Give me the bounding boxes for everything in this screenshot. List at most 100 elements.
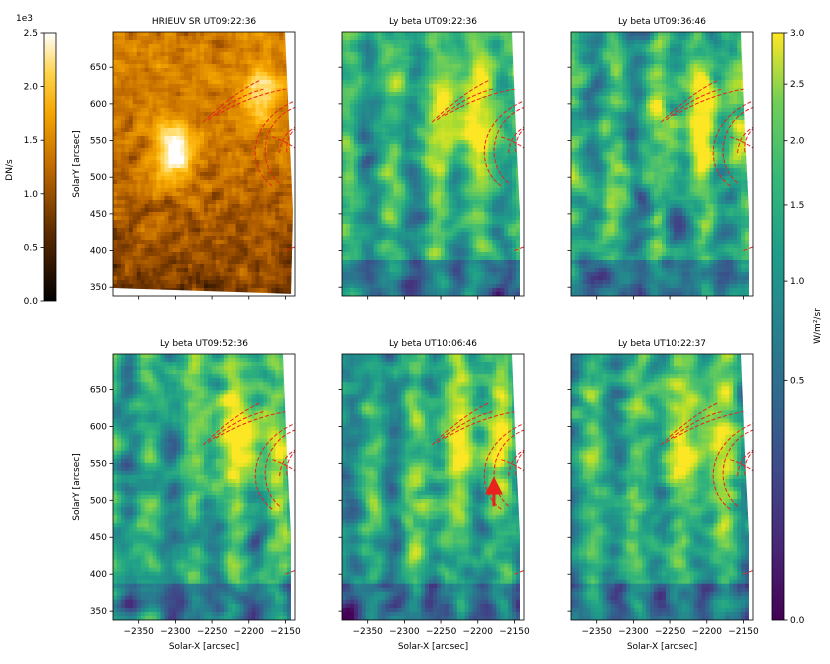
x-tick-label: −2200 <box>692 627 723 637</box>
plot-frame <box>341 31 525 297</box>
y-tick-label: 400 <box>90 247 107 257</box>
x-tick-label: −2200 <box>463 627 494 637</box>
loop-line <box>215 88 286 117</box>
panel-5: Ly beta UT10:06:46 −2350 −2300 −2250 −2200 −2… <box>338 339 530 652</box>
panel-4: Ly beta UT09:52:36 −2350 −2300 −2250 −2200 −2… <box>72 339 301 652</box>
loop-line <box>722 107 753 184</box>
loop-line <box>431 79 490 123</box>
y-tick-label: 650 <box>90 385 107 395</box>
x-tick-label: −2300 <box>618 627 649 637</box>
colorbar-tick-label: 2.5 <box>24 29 38 39</box>
loop-line <box>483 423 524 510</box>
colorbar-label: W/m²/sr <box>813 308 823 344</box>
blank-region <box>285 32 295 296</box>
blank-region <box>741 354 753 620</box>
x-tick-label: −2250 <box>426 627 457 637</box>
loops <box>202 79 295 251</box>
loop-line <box>508 126 524 154</box>
colorbar-tick-label: 2.0 <box>24 83 39 93</box>
loop-line <box>208 411 264 444</box>
loop-line <box>279 449 295 476</box>
loop-line <box>285 246 295 251</box>
loop-line <box>712 100 753 187</box>
y-axis-label: SolarY [arcsec] <box>72 130 82 197</box>
colorbar-tick-label: 0.5 <box>790 376 804 386</box>
y-tick-label: 550 <box>90 137 107 147</box>
y-axis-label: SolarY [arcsec] <box>72 453 82 520</box>
blank-region <box>741 32 753 296</box>
x-tick-label: −2150 <box>499 627 530 637</box>
colorbar-tick-label: 1.5 <box>24 136 38 146</box>
blank-region <box>113 288 295 296</box>
heatmap-image <box>571 32 753 296</box>
loop-line <box>437 411 493 444</box>
colorbar-tick-label: 0.5 <box>24 243 38 253</box>
heatmap-image <box>342 354 524 620</box>
heatmap-image <box>342 32 524 296</box>
loop-line <box>483 100 524 187</box>
colorbar-tick-label: 0.0 <box>790 616 805 626</box>
colorbar-left: 0.0 0.5 1.0 1.5 2.0 2.5 1e3 DN/s <box>5 14 57 307</box>
y-tick-label: 400 <box>90 570 107 580</box>
loop-line <box>254 423 295 510</box>
colorbar-offset-label: 1e3 <box>16 14 33 24</box>
panel-title: Ly beta UT09:36:46 <box>618 17 706 27</box>
heatmap-image <box>113 354 295 620</box>
colorbar-right: 0.0 0.5 1.0 1.5 2.0 2.5 3.0 W/m²/sr <box>771 29 823 626</box>
loop-line <box>744 128 753 153</box>
loop-line <box>254 100 295 187</box>
panel-1: HRIEUV SR UT09:22:36 350 400 450 500 550 600 65… <box>72 17 296 300</box>
loop-line <box>444 411 515 439</box>
loop-line <box>285 570 295 575</box>
loop-line <box>286 451 295 476</box>
colorbar-tick-label: 1.0 <box>24 190 39 200</box>
loops <box>660 402 753 575</box>
loop-line <box>208 88 264 121</box>
colorbar-tick-label: 0.0 <box>24 297 39 307</box>
loop-line <box>515 128 524 153</box>
plot-frame <box>570 31 754 297</box>
loops <box>431 402 524 575</box>
colorbar-tick-label: 1.0 <box>790 277 805 287</box>
loop-line <box>673 411 744 439</box>
loops <box>202 402 295 575</box>
loop-line <box>501 459 524 472</box>
x-axis-label: Solar-X [arcsec] <box>169 642 239 652</box>
loop-line <box>437 88 493 121</box>
colorbar-frame <box>43 32 57 302</box>
loop-line <box>730 459 753 472</box>
plot-frame <box>112 31 296 297</box>
panel-title: Ly beta UT09:22:36 <box>389 17 477 27</box>
heatmap-image <box>113 32 295 296</box>
x-tick-label: −2350 <box>581 627 612 637</box>
colorbar-gradient <box>44 33 56 301</box>
heatmap-image <box>571 354 753 620</box>
plot-frame <box>341 353 525 621</box>
loop-line <box>202 402 261 446</box>
y-tick-label: 550 <box>90 459 107 469</box>
loop-line <box>431 402 490 446</box>
panel-3: Ly beta UT09:36:46 <box>567 17 754 300</box>
colorbar-frame <box>771 32 785 621</box>
loop-line <box>202 79 261 123</box>
y-tick-label: 600 <box>90 422 107 432</box>
loop-line <box>673 88 744 117</box>
loop-line <box>730 136 753 149</box>
loop-line <box>279 126 295 154</box>
loop-line <box>712 423 753 510</box>
plot-frame <box>570 353 754 621</box>
loops <box>660 79 753 251</box>
x-axis-label: Solar-X [arcsec] <box>627 642 697 652</box>
loop-line <box>660 79 719 123</box>
x-tick-label: −2150 <box>270 627 301 637</box>
x-tick-label: −2250 <box>197 627 228 637</box>
x-tick-label: −2350 <box>352 627 383 637</box>
loop-line <box>264 107 295 184</box>
loop-line <box>508 449 524 476</box>
loop-line <box>737 126 753 154</box>
y-tick-label: 500 <box>90 173 107 183</box>
blank-region <box>512 32 524 296</box>
panel-6: Ly beta UT10:22:37 −2350 −2300 −2250 −2200 −2… <box>567 339 759 652</box>
y-tick-label: 350 <box>90 283 107 293</box>
loop-line <box>444 88 515 117</box>
